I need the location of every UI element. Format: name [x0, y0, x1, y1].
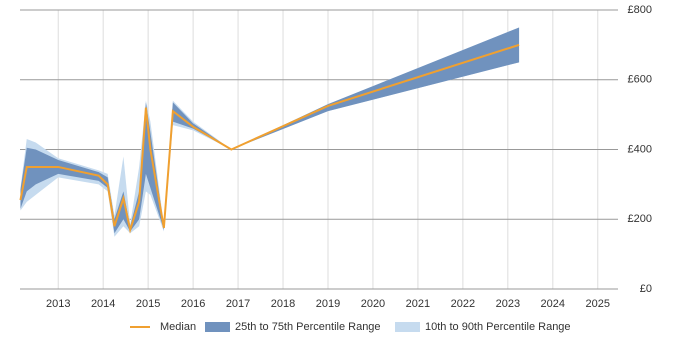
median-line — [19, 43, 520, 234]
y-tick-label: £800 — [628, 4, 652, 16]
legend-swatch — [205, 322, 230, 332]
x-tick-label: 2015 — [136, 298, 160, 310]
percentile-band — [20, 27, 520, 234]
y-tick-label: £0 — [640, 283, 652, 295]
legend-swatch — [395, 322, 420, 332]
x-tick-label: 2013 — [46, 298, 70, 310]
x-tick-label: 2014 — [91, 298, 115, 310]
x-tick-label: 2025 — [586, 298, 610, 310]
legend-label: 10th to 90th Percentile Range — [425, 321, 571, 333]
legend-label: Median — [160, 321, 196, 333]
x-tick-label: 2020 — [361, 298, 385, 310]
x-tick-label: 2018 — [271, 298, 295, 310]
y-tick-label: £200 — [628, 213, 652, 225]
x-tick-label: 2021 — [406, 298, 430, 310]
legend-label: 25th to 75th Percentile Range — [235, 321, 381, 333]
x-tick-label: 2023 — [496, 298, 520, 310]
x-tick-label: 2022 — [451, 298, 475, 310]
x-tick-label: 2024 — [541, 298, 565, 310]
y-tick-label: £400 — [628, 143, 652, 155]
x-tick-label: 2017 — [226, 298, 250, 310]
x-tick-label: 2016 — [181, 298, 205, 310]
x-tick-label: 2019 — [316, 298, 340, 310]
y-tick-label: £600 — [628, 74, 652, 86]
